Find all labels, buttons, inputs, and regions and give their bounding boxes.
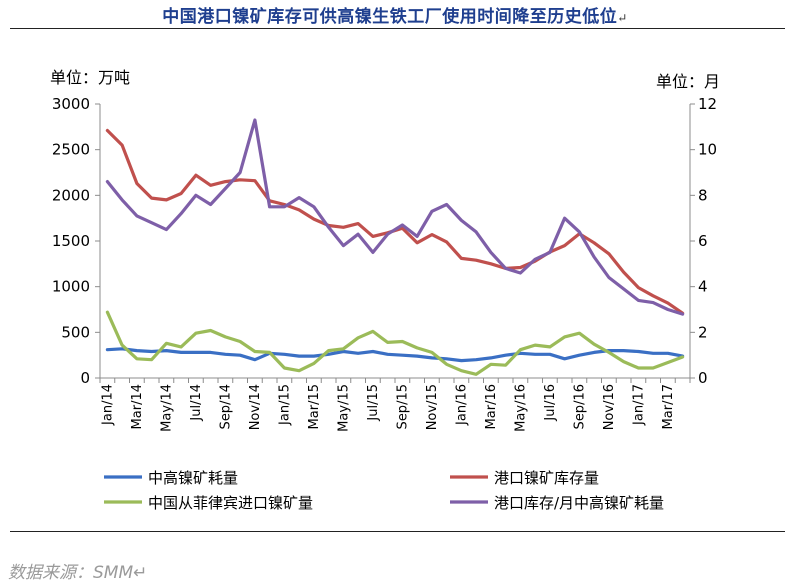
right-tick-label: 12 [698, 95, 717, 113]
left-tick-label: 2500 [52, 141, 90, 159]
x-tick-label: Mar/16 [484, 384, 499, 429]
line-chart: 0 500 1000 1500 2000 2500 3000 0 2 4 6 8 10 12 Jan/14 M… [52, 95, 717, 512]
series-line-1 [105, 347, 685, 363]
right-tick-label: 8 [698, 186, 708, 204]
series-line-4 [105, 118, 685, 316]
x-tick-label: Nov/16 [602, 384, 617, 430]
right-unit-label: 单位：月 [656, 72, 721, 91]
page-title: 中国港口镍矿库存可供高镍生铁工厂使用时间降至历史低位↵ [0, 2, 790, 27]
x-tick-label: May/16 [513, 384, 528, 432]
x-tick-label: Sep/15 [395, 384, 410, 429]
left-tick-label: 3000 [52, 95, 90, 113]
right-tick-label: 6 [698, 232, 708, 250]
legend-label: 中国从菲律宾进口镍矿量 [148, 494, 313, 512]
legend-label: 中高镍矿耗量 [148, 469, 238, 487]
right-tick-label: 4 [698, 278, 708, 296]
x-tick-label: Nov/14 [248, 384, 263, 430]
axes: 0 500 1000 1500 2000 2500 3000 0 2 4 6 8 10 12 Jan/14 M… [52, 95, 717, 432]
x-tick-label: Jul/16 [543, 384, 558, 422]
x-tick-label: Sep/14 [218, 384, 233, 429]
x-tick-label: Mar/14 [130, 384, 145, 429]
left-tick-label: 1000 [52, 278, 90, 296]
x-tick-label: Nov/15 [425, 384, 440, 430]
legend-label: 港口库存/月中高镍矿耗量 [494, 494, 664, 512]
right-tick-label: 10 [698, 141, 717, 159]
legend-label: 港口镍矿库存量 [494, 469, 599, 487]
source-note: 数据来源：SMM↵ [8, 563, 148, 583]
x-tick-label: Jul/14 [189, 384, 204, 422]
x-tick-label: Jan/16 [454, 384, 469, 426]
x-tick-label: May/15 [336, 384, 351, 432]
left-tick-label: 2000 [52, 186, 90, 204]
title-text: 中国港口镍矿库存可供高镍生铁工厂使用时间降至历史低位 [162, 7, 618, 27]
x-tick-label: May/14 [159, 384, 174, 432]
title-return-mark: ↵ [617, 11, 628, 25]
series-line-3 [105, 310, 685, 376]
series-group [105, 118, 685, 376]
left-tick-label: 500 [61, 323, 90, 341]
x-tick-label: Jul/15 [366, 384, 381, 422]
series-line-2 [105, 128, 685, 315]
top-rule [10, 28, 785, 29]
x-tick-label: Jan/17 [631, 384, 646, 426]
x-tick-label: Jan/15 [277, 384, 292, 426]
bottom-rule [10, 531, 785, 532]
x-tick-label: Mar/15 [307, 384, 322, 429]
right-tick-label: 0 [698, 369, 708, 387]
left-tick-label: 1500 [52, 232, 90, 250]
x-tick-label: Sep/16 [572, 384, 587, 429]
x-tick-label: Jan/14 [100, 384, 115, 426]
left-tick-label: 0 [80, 369, 90, 387]
left-unit-label: 单位：万吨 [50, 68, 131, 87]
x-tick-label: Mar/17 [661, 384, 676, 429]
right-tick-label: 2 [698, 323, 708, 341]
